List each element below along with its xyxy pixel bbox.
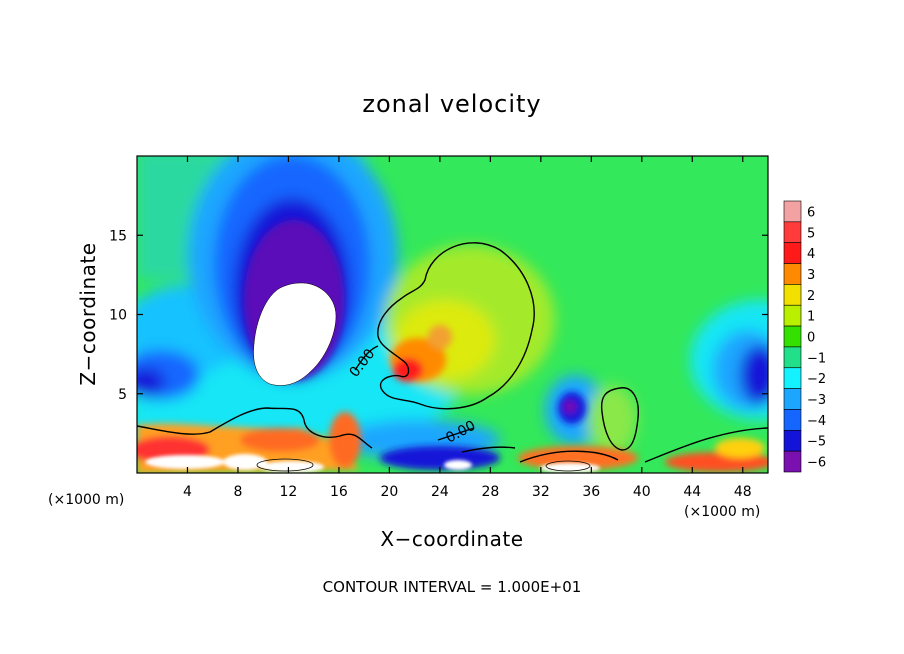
x-axis-unit-left: (×1000 m) — [48, 492, 124, 508]
x-tick-label: 8 — [233, 484, 242, 500]
colorbar-swatch — [783, 263, 802, 285]
colorbar-swatch — [783, 284, 802, 306]
colorbar: 6 5 4 3 2 1 0 −1 −2 −3 −4 −5 −6 — [783, 200, 826, 473]
colorbar-swatch — [783, 450, 802, 473]
colorbar-swatch — [783, 304, 802, 327]
x-tick-label: 36 — [582, 484, 600, 500]
colorbar-tick-label: −3 — [807, 393, 826, 408]
x-tick-label: 4 — [183, 484, 192, 500]
x-tick-label: 24 — [431, 484, 449, 500]
x-tick-label: 28 — [481, 484, 499, 500]
colorbar-swatch — [783, 325, 802, 348]
x-tick-label: 20 — [380, 484, 398, 500]
contour-interval-note: CONTOUR INTERVAL = 1.000E+01 — [323, 578, 582, 596]
colorbar-tick-label: −6 — [807, 456, 826, 471]
colorbar-swatch — [783, 367, 802, 389]
x-tick-label: 40 — [633, 484, 651, 500]
colorbar-tick-label: 3 — [807, 268, 815, 283]
velocity-field — [137, 156, 768, 473]
colorbar-swatch — [783, 409, 802, 431]
x-tick-label: 12 — [280, 484, 298, 500]
x-ticks: 4 8 12 16 20 24 28 32 36 40 44 48 — [183, 156, 752, 500]
colorbar-swatch — [783, 388, 802, 410]
colorbar-tick-label: 4 — [807, 247, 815, 262]
x-axis-unit-right: (×1000 m) — [684, 504, 760, 520]
chart-title: zonal velocity — [362, 90, 541, 118]
colorbar-swatch — [783, 200, 802, 223]
colorbar-tick-label: 2 — [807, 289, 815, 304]
colorbar-tick-label: −5 — [807, 435, 826, 450]
colorbar-tick-label: 1 — [807, 310, 815, 325]
y-tick-label: 10 — [109, 308, 127, 324]
colorbar-tick-label: 6 — [807, 205, 815, 220]
x-tick-label: 44 — [683, 484, 701, 500]
x-tick-label: 48 — [734, 484, 752, 500]
colorbar-swatch — [783, 242, 802, 264]
x-tick-label: 32 — [532, 484, 550, 500]
colorbar-swatch — [783, 430, 802, 452]
x-axis-label: X−coordinate — [380, 527, 523, 551]
colorbar-tick-label: −1 — [807, 351, 826, 366]
y-axis-label: Z−coordinate — [76, 242, 100, 385]
x-tick-label: 16 — [330, 484, 348, 500]
y-tick-label: 15 — [109, 228, 127, 244]
colorbar-tick-label: 5 — [807, 226, 815, 241]
colorbar-swatch — [783, 221, 802, 243]
colorbar-tick-label: −2 — [807, 372, 826, 387]
y-ticks: 5 10 15 — [109, 228, 768, 403]
colorbar-swatch — [783, 346, 802, 369]
colorbar-tick-label: 0 — [807, 331, 815, 346]
colorbar-tick-label: −4 — [807, 414, 826, 429]
y-tick-label: 5 — [118, 387, 127, 403]
